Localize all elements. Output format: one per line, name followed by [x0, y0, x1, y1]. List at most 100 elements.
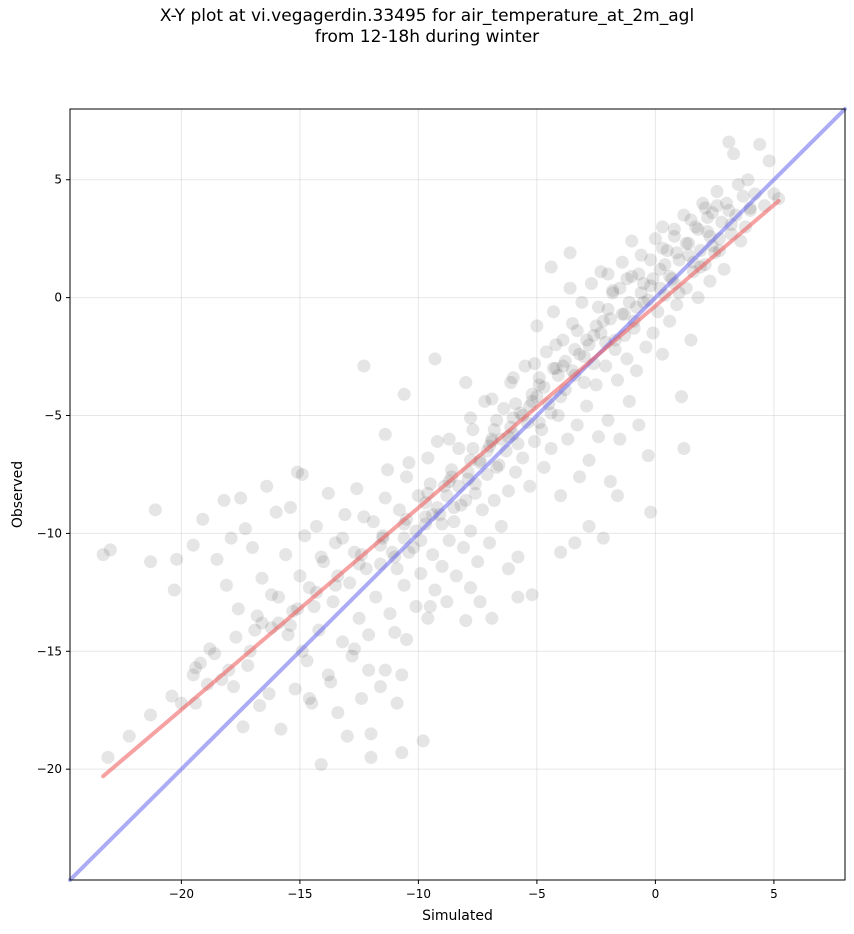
data-point	[501, 562, 515, 576]
data-point	[582, 338, 596, 352]
data-point	[96, 548, 110, 562]
data-point	[302, 691, 316, 705]
data-point	[589, 319, 603, 333]
data-point	[603, 475, 617, 489]
data-point	[644, 253, 658, 267]
data-point	[717, 262, 731, 276]
data-point	[305, 696, 319, 710]
data-point	[343, 576, 357, 590]
data-point	[378, 427, 392, 441]
data-point	[599, 359, 613, 373]
data-point	[331, 706, 345, 720]
data-point	[269, 505, 283, 519]
data-point	[601, 413, 615, 427]
data-point	[421, 451, 435, 465]
data-point	[352, 611, 366, 625]
data-point	[582, 453, 596, 467]
data-point	[219, 578, 233, 592]
data-point	[632, 267, 646, 281]
x-tick-label: −15	[287, 887, 312, 901]
x-axis-ticks: −20 −15 −10 −5 0 5	[169, 880, 778, 901]
data-point	[646, 326, 660, 340]
data-point	[217, 493, 231, 507]
data-point	[570, 418, 584, 432]
data-point	[456, 541, 470, 555]
data-point	[648, 232, 662, 246]
data-point	[395, 746, 409, 760]
data-point	[314, 550, 328, 564]
data-point	[362, 628, 376, 642]
data-point	[592, 300, 606, 314]
data-point	[101, 750, 115, 764]
data-point	[575, 295, 589, 309]
data-point	[250, 609, 264, 623]
data-point	[262, 687, 276, 701]
data-point	[667, 229, 681, 243]
data-point	[426, 548, 440, 562]
data-point	[144, 708, 158, 722]
data-point	[193, 656, 207, 670]
data-point	[573, 470, 587, 484]
data-point	[554, 489, 568, 503]
data-point	[603, 312, 617, 326]
data-point	[589, 378, 603, 392]
data-point	[670, 246, 684, 260]
data-point	[186, 538, 200, 552]
data-point	[414, 566, 428, 580]
data-point	[561, 432, 575, 446]
data-point	[525, 387, 539, 401]
trend-lines	[68, 107, 847, 882]
data-point	[710, 199, 724, 213]
data-point	[430, 434, 444, 448]
data-point	[241, 658, 255, 672]
data-point	[492, 458, 506, 472]
data-point	[509, 465, 523, 479]
x-tick-label: −20	[169, 887, 194, 901]
data-point	[710, 185, 724, 199]
data-point	[167, 583, 181, 597]
data-point	[309, 519, 323, 533]
data-point	[558, 354, 572, 368]
data-point	[392, 503, 406, 517]
data-point	[622, 295, 636, 309]
data-point	[532, 416, 546, 430]
data-point	[378, 491, 392, 505]
data-point	[580, 333, 594, 347]
data-point	[511, 550, 525, 564]
data-point	[189, 661, 203, 675]
data-point	[532, 378, 546, 392]
data-point	[471, 555, 485, 569]
data-point	[347, 642, 361, 656]
data-point	[435, 559, 449, 573]
data-point	[364, 750, 378, 764]
data-point	[203, 642, 217, 656]
data-point	[485, 611, 499, 625]
chart-title-line-2: from 12-18h during winter	[314, 27, 540, 47]
chart-title-line-1: X-Y plot at vi.vegagerdin.33495 for air_…	[159, 6, 695, 26]
data-point	[658, 258, 672, 272]
data-point	[419, 510, 433, 524]
data-point	[570, 324, 584, 338]
data-point	[601, 267, 615, 281]
x-tick-label: 5	[770, 887, 778, 901]
data-point	[596, 531, 610, 545]
x-tick-label: −5	[528, 887, 546, 901]
data-point	[229, 630, 243, 644]
data-point	[487, 423, 501, 437]
data-point	[653, 262, 667, 276]
data-point	[592, 430, 606, 444]
data-point	[544, 442, 558, 456]
data-point	[610, 373, 624, 387]
data-point	[660, 243, 674, 257]
data-point	[170, 552, 184, 566]
data-point	[615, 307, 629, 321]
data-point	[224, 531, 238, 545]
data-point	[442, 533, 456, 547]
data-point	[523, 479, 537, 493]
data-point	[682, 236, 696, 250]
data-point	[722, 203, 736, 217]
data-point	[388, 625, 402, 639]
data-point	[395, 668, 409, 682]
data-point	[727, 147, 741, 161]
data-point	[347, 545, 361, 559]
